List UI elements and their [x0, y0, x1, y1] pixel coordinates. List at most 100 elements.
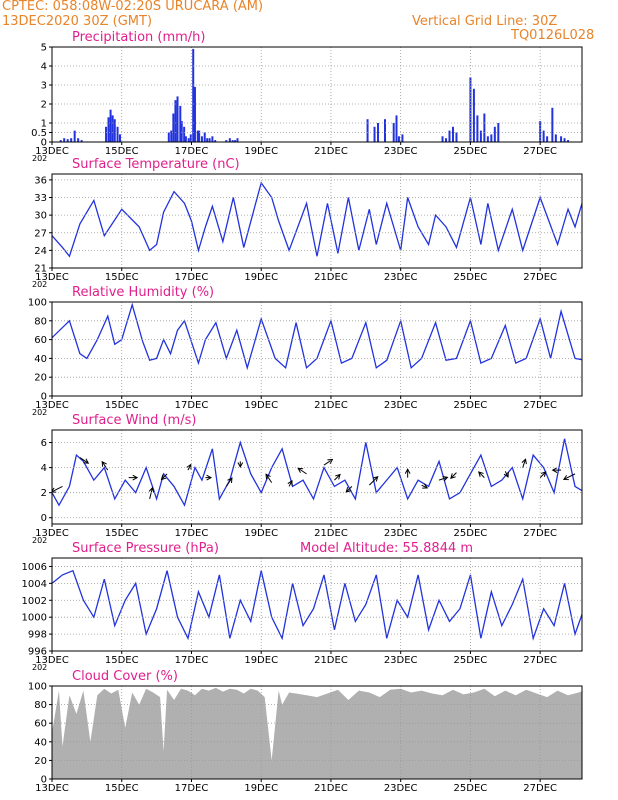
panel-frame [51, 46, 583, 143]
precip-bar [211, 136, 214, 142]
x-tick-label: 17DEC [175, 783, 209, 794]
wind-arrow [438, 476, 448, 481]
precip-bar [214, 140, 217, 142]
x-tick-label: 19DEC [244, 146, 278, 157]
panel-data [52, 569, 582, 641]
precip-bar [170, 130, 173, 142]
precip-bar [107, 117, 110, 142]
wind-arrow [563, 473, 576, 480]
precip-bar [77, 138, 80, 142]
x-tick-label: 25DEC [454, 272, 488, 283]
x-year-label: 202 [32, 663, 47, 672]
x-tick-label: 13DEC [35, 783, 69, 794]
precip-bar [563, 138, 566, 142]
x-tick-label: 17DEC [175, 272, 209, 283]
x-tick-label: 15DEC [105, 400, 139, 411]
precip-bar [231, 140, 234, 142]
series-line [52, 438, 582, 507]
precip-bar [105, 126, 108, 142]
x-tick-label: 27DEC [523, 272, 557, 283]
wind-arrow [187, 464, 192, 471]
y-tick-label: 100 [28, 298, 47, 309]
precip-bar [118, 134, 121, 142]
panel-4: Surface Pressure (hPa) Model Altitude: 55… [22, 541, 583, 672]
x-tick-label: 19DEC [244, 272, 278, 283]
wind-arrow-head [478, 471, 484, 477]
precip-bar [490, 134, 493, 142]
y-tick-label: 5 [41, 43, 47, 54]
precip-bar [200, 136, 203, 142]
x-tick-label: 19DEC [244, 400, 278, 411]
y-tick-label: 2 [41, 100, 47, 111]
y-tick-label: 1 [41, 119, 47, 130]
panel-5: Cloud Cover (%) 13DEC 15DEC 17DEC 19DEC 21DEC… [28, 669, 583, 794]
x-tick-label: 23DEC [384, 655, 418, 666]
wind-arrow [101, 461, 109, 471]
precip-bar [80, 140, 83, 142]
y-tick-label: 20 [34, 373, 47, 384]
wind-arrow [297, 467, 307, 475]
precip-bar [441, 136, 444, 142]
x-tick-label: 25DEC [454, 655, 488, 666]
panel-frame [51, 429, 583, 525]
y-tick-label: 0 [41, 775, 47, 786]
precip-bar [567, 140, 570, 142]
x-tick-label: 25DEC [454, 528, 488, 539]
x-tick-label: 15DEC [105, 528, 139, 539]
x-tick-label: 21DEC [314, 272, 348, 283]
x-tick-label: 19DEC [244, 783, 278, 794]
x-tick-label: 19DEC [244, 528, 278, 539]
panel-frame [51, 301, 583, 397]
wind-arrow-head [297, 467, 304, 473]
precip-bar [451, 126, 454, 142]
precip-bar [206, 138, 209, 142]
precip-bar [448, 130, 451, 142]
wind-arrow [149, 487, 153, 500]
y-tick-label: 80 [34, 700, 47, 711]
wind-arrow [504, 471, 509, 478]
y-tick-label: 0.5 [31, 128, 47, 139]
precip-bar [483, 113, 486, 142]
wind-arrow-head [148, 486, 155, 493]
wind-arrow-head [503, 471, 509, 478]
precip-bar [228, 138, 231, 142]
wind-arrow [52, 485, 63, 493]
precip-bar [236, 138, 239, 142]
precip-bar [392, 123, 395, 142]
x-tick-label: 25DEC [454, 400, 488, 411]
x-tick-label: 15DEC [105, 146, 139, 157]
x-tick-label: 15DEC [105, 272, 139, 283]
y-tick-label: 1000 [22, 613, 47, 624]
precip-bar [542, 130, 545, 142]
precip-bar [189, 134, 192, 142]
series-line [52, 569, 582, 641]
wind-arrow [450, 472, 457, 479]
wind-arrow-head [327, 458, 334, 465]
y-tick-label: 6 [41, 438, 47, 449]
precip-bar [455, 132, 458, 142]
precip-bar [479, 130, 482, 142]
precip-bar [497, 123, 500, 142]
wind-arrow [345, 486, 353, 493]
y-tick-label: 60 [34, 719, 47, 730]
y-tick-label: 1004 [22, 579, 47, 590]
panel-data [52, 687, 582, 779]
wind-arrow-head [404, 468, 411, 474]
wind-arrow-head [345, 487, 352, 493]
wind-arrow-head [83, 458, 90, 464]
x-tick-label: 13DEC [35, 528, 69, 539]
x-tick-label: 27DEC [523, 783, 557, 794]
x-tick-label: 13DEC [35, 655, 69, 666]
precip-bar [551, 107, 554, 142]
y-tick-label: 21 [34, 264, 47, 275]
precip-bar [234, 140, 237, 142]
y-tick-label: 2 [41, 488, 47, 499]
wind-arrow [265, 473, 273, 483]
model-id-header: TQ0126L028 [511, 28, 595, 43]
x-tick-label: 17DEC [175, 655, 209, 666]
wind-arrow-head [52, 487, 57, 493]
precip-bar [560, 136, 563, 142]
panel-data [52, 438, 582, 507]
x-tick-label: 21DEC [314, 783, 348, 794]
precip-bar [59, 140, 62, 142]
